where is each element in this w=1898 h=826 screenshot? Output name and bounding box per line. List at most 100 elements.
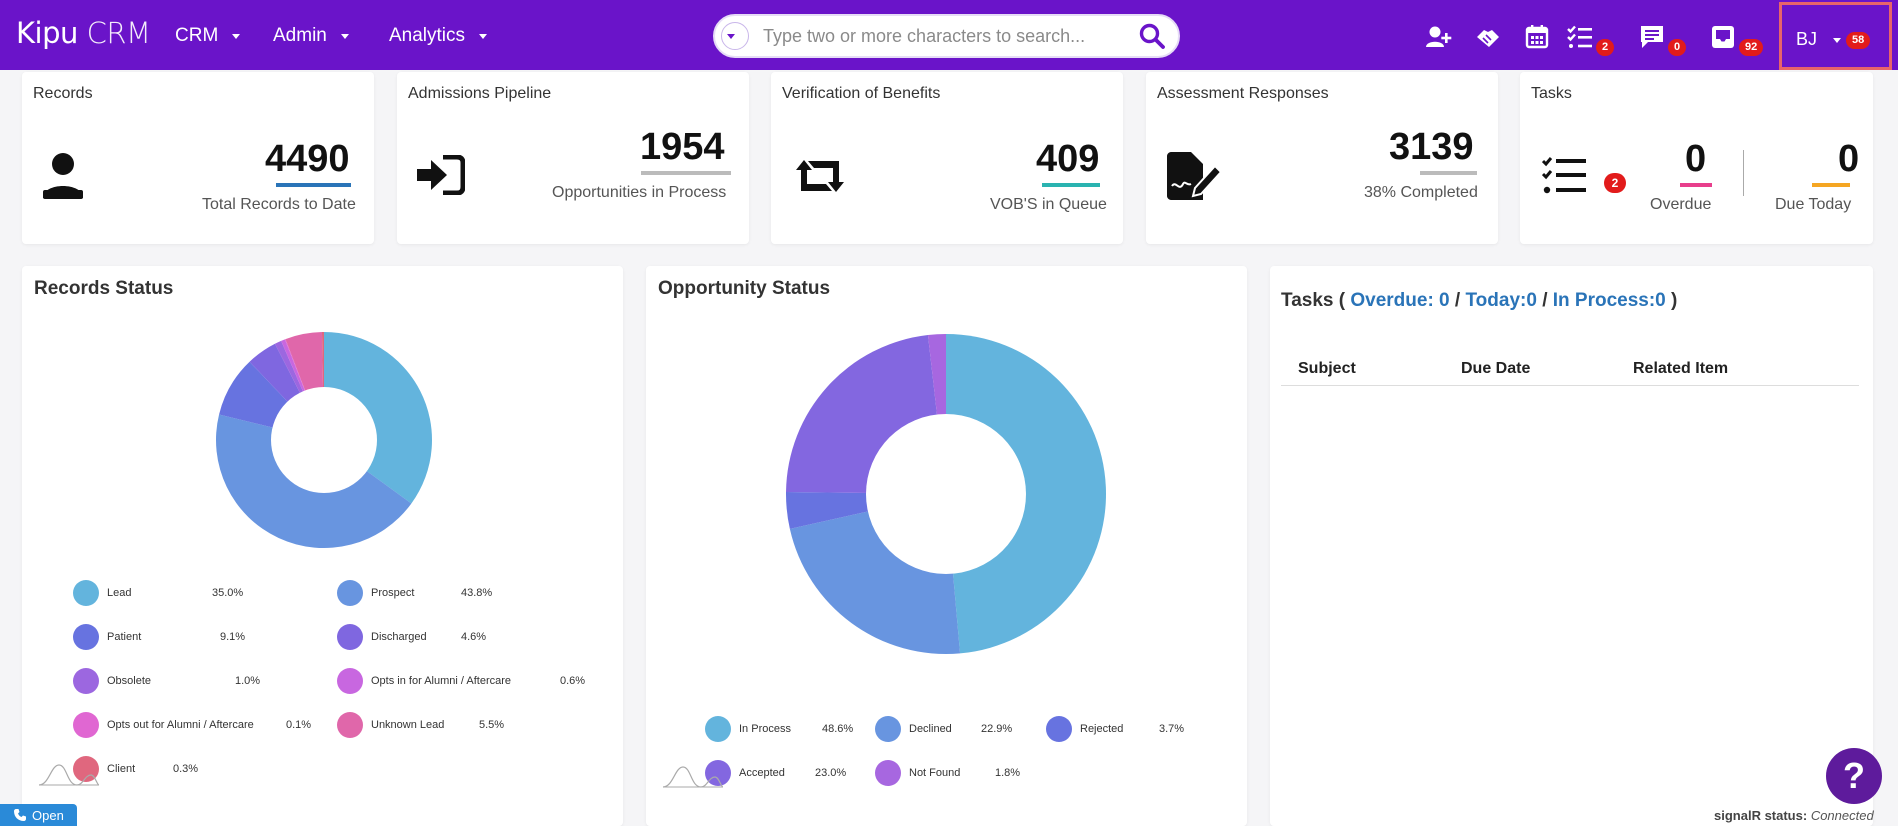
vob-label: VOB'S in Queue xyxy=(990,196,1107,213)
verification-of-benefits-card[interactable]: Verification of Benefits 409 VOB'S in Qu… xyxy=(771,72,1123,244)
tasks-card[interactable]: Tasks 2 0 Overdue 0 Due Today xyxy=(1520,72,1873,244)
donut-slice-lead[interactable] xyxy=(324,332,432,504)
user-notification-badge: 58 xyxy=(1846,32,1871,49)
chevron-down-icon xyxy=(340,33,349,39)
help-button[interactable]: ? xyxy=(1826,748,1882,804)
legend-swatch xyxy=(1046,716,1072,742)
user-menu[interactable]: BJ 58 xyxy=(1779,2,1892,70)
records-status-donut-chart xyxy=(215,332,432,549)
legend-swatch xyxy=(337,580,363,606)
records-total-value: 4490 xyxy=(265,138,350,180)
add-user-icon[interactable] xyxy=(1424,23,1452,51)
tasks-due-today-label: Due Today xyxy=(1775,196,1852,213)
nav-menu-analytics[interactable]: Analytics xyxy=(389,25,488,47)
legend-swatch xyxy=(73,624,99,650)
open-chat-button[interactable]: Open xyxy=(0,804,77,826)
tasks-panel-title: Tasks ( Overdue: 0 / Today:0 / In Proces… xyxy=(1281,290,1678,311)
column-header-subject[interactable]: Subject xyxy=(1298,360,1356,377)
legend-swatch xyxy=(705,716,731,742)
legend-swatch xyxy=(875,716,901,742)
card-title: Assessment Responses xyxy=(1157,85,1329,102)
legend-swatch xyxy=(73,712,99,738)
legend-swatch xyxy=(337,624,363,650)
search-icon[interactable] xyxy=(1138,22,1166,50)
tasks-card-badge: 2 xyxy=(1604,173,1626,193)
handshake-icon[interactable] xyxy=(1474,23,1502,51)
donut-hole xyxy=(271,387,377,493)
card-title: Verification of Benefits xyxy=(782,85,941,102)
legend-swatch xyxy=(73,580,99,606)
sign-in-icon xyxy=(417,155,465,195)
file-signature-icon xyxy=(1167,152,1223,200)
opportunity-status-panel: Opportunity Status In Process 48.6% Decli… xyxy=(646,266,1247,826)
due-today-accent-line xyxy=(1812,183,1850,187)
card-title: Records xyxy=(33,85,93,102)
tasks-divider xyxy=(1743,150,1744,196)
task-list-icon xyxy=(1542,157,1586,194)
message-icon[interactable] xyxy=(1638,23,1666,51)
records-card[interactable]: Records 4490 Total Records to Date xyxy=(22,72,374,244)
nav-menu-admin[interactable]: Admin xyxy=(273,25,349,47)
calendar-icon[interactable] xyxy=(1523,23,1551,51)
app-logo[interactable]: Kipu CRM xyxy=(16,16,151,50)
nav-menu-crm[interactable]: CRM xyxy=(175,25,241,47)
nav-menu-label: CRM xyxy=(175,25,219,46)
bell-curve-icon xyxy=(663,766,723,788)
inbox-count-badge: 92 xyxy=(1739,39,1764,56)
donut-hole xyxy=(866,414,1026,574)
vob-value: 409 xyxy=(1036,138,1100,180)
chevron-down-icon xyxy=(1833,38,1841,43)
assessment-responses-card[interactable]: Assessment Responses 3139 38% Completed xyxy=(1146,72,1498,244)
tasks-in-process-link[interactable]: In Process:0 xyxy=(1552,290,1666,311)
tasks-today-link[interactable]: Today:0 xyxy=(1465,290,1537,311)
inbox-icon[interactable] xyxy=(1709,23,1737,51)
donut-slice-in-process[interactable] xyxy=(946,334,1107,654)
opportunity-status-donut-chart xyxy=(786,334,1107,654)
legend-swatch xyxy=(337,712,363,738)
search-scope-dropdown[interactable] xyxy=(721,22,749,50)
column-header-due-date[interactable]: Due Date xyxy=(1461,360,1531,377)
donut-slices xyxy=(786,334,1107,654)
card-title: Tasks xyxy=(1531,85,1572,102)
pipeline-value: 1954 xyxy=(640,126,725,168)
tasks-overdue-value: 0 xyxy=(1685,138,1707,180)
column-header-related-item[interactable]: Related Item xyxy=(1633,360,1729,377)
top-navbar: Kipu CRM CRM Admin Analytics 2 0 92 xyxy=(0,0,1898,70)
assessment-value: 3139 xyxy=(1389,126,1474,168)
vob-accent-line xyxy=(1042,183,1100,187)
tasks-overdue-label: Overdue xyxy=(1650,196,1712,213)
overdue-accent-line xyxy=(1680,183,1712,187)
nav-menu-label: Analytics xyxy=(389,25,466,46)
task-list-icon[interactable] xyxy=(1566,23,1594,51)
assessment-accent-line xyxy=(1420,171,1477,175)
search-input[interactable] xyxy=(763,22,1123,50)
chevron-down-icon xyxy=(479,33,488,39)
tasks-count-badge: 2 xyxy=(1596,39,1615,56)
signalr-status-value: Connected xyxy=(1810,808,1874,823)
pipeline-label: Opportunities in Process xyxy=(552,184,727,201)
panel-title: Records Status xyxy=(34,278,174,299)
legend-swatch xyxy=(705,760,731,786)
global-search xyxy=(713,14,1180,58)
phone-icon xyxy=(14,809,26,821)
chevron-down-icon xyxy=(232,33,241,39)
records-accent-line xyxy=(276,183,351,187)
legend-swatch xyxy=(337,668,363,694)
records-total-label: Total Records to Date xyxy=(202,196,356,213)
tasks-overdue-link[interactable]: Overdue: 0 xyxy=(1350,290,1450,311)
panel-title: Opportunity Status xyxy=(658,278,831,299)
bell-curve-icon xyxy=(39,764,99,786)
legend-swatch xyxy=(875,760,901,786)
admissions-pipeline-card[interactable]: Admissions Pipeline 1954 Opportunities i… xyxy=(397,72,749,244)
records-status-panel: Records Status Lead 35.0% Prospect 43.8% P… xyxy=(22,266,623,826)
legend-swatch xyxy=(73,668,99,694)
chevron-down-icon xyxy=(727,34,735,39)
messages-count-badge: 0 xyxy=(1668,39,1687,56)
nav-menu-label: Admin xyxy=(273,25,327,46)
open-label: Open xyxy=(32,808,64,823)
user-icon xyxy=(43,153,83,199)
pipeline-accent-line xyxy=(641,171,731,175)
card-title: Admissions Pipeline xyxy=(408,85,552,102)
assessment-label: 38% Completed xyxy=(1364,184,1478,201)
signalr-status: signalR status: Connected xyxy=(1714,808,1874,823)
